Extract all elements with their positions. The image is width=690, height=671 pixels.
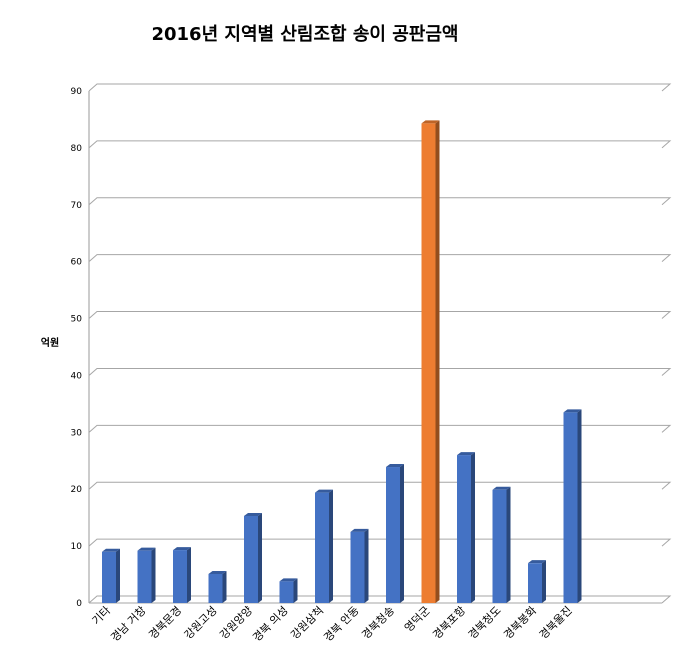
- bar-top: [350, 528, 369, 532]
- y-tick-label: 40: [71, 371, 83, 381]
- bar-side: [577, 409, 582, 603]
- gridlines: [88, 83, 672, 604]
- bar: [350, 528, 369, 603]
- bar-side: [258, 512, 262, 603]
- bar-top: [386, 464, 404, 468]
- bar-top: [279, 578, 298, 582]
- bar: [279, 578, 298, 603]
- bar: [173, 547, 191, 603]
- bar: [244, 512, 262, 603]
- bar-top: [563, 409, 582, 413]
- bar: [208, 570, 227, 603]
- chart-title: 2016년 지역별 산림조합 송이 공판금액: [151, 24, 459, 45]
- bar-side: [400, 464, 404, 603]
- y-tick-label: 60: [71, 258, 83, 268]
- y-tick-label: 50: [71, 315, 83, 325]
- bar: [492, 486, 511, 603]
- bar-front: [208, 573, 223, 603]
- x-category-label: 경북문경: [146, 604, 184, 642]
- y-tick-label: 90: [71, 87, 83, 97]
- bar: [457, 452, 475, 603]
- bar-front: [386, 467, 400, 603]
- bar: [386, 464, 404, 603]
- x-category-label: 강원고성: [182, 604, 220, 642]
- bar: [102, 548, 120, 603]
- bar-front: [279, 581, 294, 603]
- bar-side: [293, 578, 298, 603]
- x-category-label: 영덕군: [402, 604, 433, 635]
- bar-front: [137, 550, 152, 603]
- x-category-label: 경북봉화: [501, 604, 539, 642]
- gridline: [88, 140, 672, 149]
- x-category-label: 강원양양: [217, 604, 255, 642]
- gridline: [88, 481, 672, 490]
- y-tick-label: 10: [71, 542, 83, 552]
- y-tick-label: 80: [71, 144, 83, 154]
- bar-top: [315, 489, 333, 493]
- bar-front: [244, 515, 258, 603]
- x-category-label: 강원삼척: [288, 604, 326, 642]
- bar-top: [457, 452, 475, 456]
- bar-top: [173, 547, 191, 551]
- y-axis-label: 억원: [41, 336, 59, 349]
- gridline: [88, 367, 672, 376]
- gridline: [88, 197, 672, 206]
- bar-side: [329, 489, 333, 603]
- bars: [102, 120, 582, 603]
- bar: [137, 547, 156, 603]
- y-tick-label: 30: [71, 428, 83, 438]
- bar-side: [471, 452, 475, 603]
- gridline: [88, 538, 672, 547]
- bar-side: [116, 548, 120, 603]
- bar-front: [457, 455, 471, 603]
- gridline: [88, 254, 672, 263]
- bar-side: [435, 120, 440, 603]
- gridline: [88, 83, 672, 92]
- bar-front: [492, 489, 507, 603]
- x-category-label: 경북청도: [466, 604, 504, 642]
- bar-front: [173, 550, 187, 603]
- bar: [421, 120, 440, 603]
- bar-side: [222, 570, 227, 603]
- y-tick-label: 20: [71, 485, 83, 495]
- bar-front: [421, 123, 436, 603]
- x-category-label: 기타: [90, 604, 114, 628]
- x-category-label: 경북 안동: [321, 604, 361, 644]
- bar-top: [137, 547, 156, 551]
- bar-top: [528, 560, 546, 564]
- bar-top: [102, 548, 120, 552]
- bar-front: [528, 563, 542, 603]
- bar-front: [102, 551, 116, 603]
- bar-top: [421, 120, 440, 124]
- bar-side: [151, 547, 156, 603]
- bar: [563, 409, 582, 603]
- bar-side: [542, 560, 546, 603]
- x-category-label: 경북청송: [359, 604, 397, 642]
- bar-top: [492, 486, 511, 490]
- bar: [315, 489, 333, 603]
- x-category-label: 경북포항: [430, 604, 468, 642]
- x-category-label: 경남 거창: [108, 604, 148, 644]
- y-axis-ticks: 0 10 20 30 40 50 60 70 80 90: [71, 87, 83, 609]
- gridline: [88, 311, 672, 319]
- bar-side: [187, 547, 191, 603]
- x-category-label: 경북울진: [537, 604, 575, 642]
- y-tick-label: 70: [71, 201, 83, 211]
- bar: [528, 560, 546, 603]
- bar-front: [563, 412, 578, 603]
- bar-top: [208, 570, 227, 574]
- bar-side: [364, 528, 369, 603]
- bar-front: [315, 492, 329, 603]
- gridline: [88, 424, 672, 433]
- x-category-label: 경북 의성: [250, 604, 290, 644]
- gridline: [88, 595, 672, 604]
- bar-side: [506, 486, 511, 603]
- y-tick-label: 0: [76, 599, 82, 609]
- bar-front: [350, 531, 365, 603]
- bar-top: [244, 512, 262, 516]
